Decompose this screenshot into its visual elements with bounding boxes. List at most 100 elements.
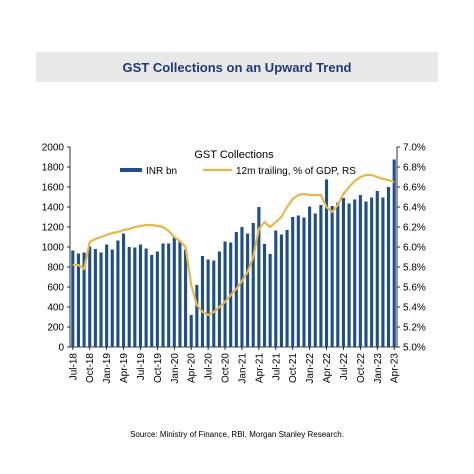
bar-Sep-18 [82, 252, 86, 347]
bar-Feb-23 [381, 197, 385, 347]
x-tick-label: Oct-21 [288, 353, 299, 383]
bar-Nov-22 [364, 201, 368, 347]
bar-May-22 [330, 206, 334, 347]
bar-Dec-19 [167, 243, 171, 347]
bar-Apr-19 [122, 233, 126, 347]
bar-Jul-18 [71, 250, 75, 347]
bar-Aug-21 [279, 234, 283, 347]
x-tick-label: Oct-22 [356, 353, 367, 383]
bar-Oct-20 [223, 241, 227, 347]
bar-Feb-20 [178, 241, 182, 347]
bar-Sep-21 [285, 230, 289, 347]
y-left-tick-label: 400 [47, 303, 64, 314]
bar-Feb-21 [246, 233, 250, 347]
bar-Jul-21 [274, 230, 278, 347]
bar-Aug-22 [347, 203, 351, 347]
trailing-gdp-line [72, 173, 395, 317]
bar-Jun-22 [336, 202, 340, 347]
x-tick-label: Jan-21 [237, 353, 248, 384]
bar-Jan-21 [240, 227, 244, 347]
bar-Sep-20 [217, 251, 221, 347]
legend-line-label: 12m trailing, % of GDP, RS [236, 166, 356, 177]
chart-title: GST Collections [194, 149, 274, 161]
bar-Mar-23 [386, 187, 391, 347]
bar-Mar-20 [184, 249, 188, 347]
bar-May-21 [262, 244, 267, 347]
bar-Sep-22 [353, 199, 357, 347]
y-right-tick-label: 6.0% [403, 243, 426, 254]
banner-title: GST Collections on an Upward Trend [122, 59, 352, 75]
y-right-tick-label: 6.4% [403, 203, 426, 214]
y-left-tick-label: 1400 [42, 203, 65, 214]
bar-Jul-22 [341, 198, 345, 347]
x-tick-label: Apr-22 [322, 353, 333, 383]
y-left-tick-label: 2000 [42, 143, 65, 154]
bar-Jun-21 [268, 254, 272, 347]
legend-bar-swatch [120, 168, 142, 172]
bar-Oct-19 [155, 251, 159, 347]
y-right-tick-label: 6.2% [403, 223, 426, 234]
bar-Jan-20 [172, 237, 176, 347]
x-tick-label: Jul-20 [204, 353, 215, 381]
bar-Feb-19 [110, 249, 114, 347]
bar-Aug-18 [76, 253, 81, 347]
chart-title-banner: GST Collections on an Upward Trend [36, 52, 438, 82]
x-tick-label: Apr-23 [390, 353, 401, 383]
bar-Nov-19 [161, 243, 165, 347]
x-tick-label: Jul-22 [339, 353, 350, 381]
y-left-tick-label: 200 [47, 323, 64, 334]
bar-Jan-22 [308, 206, 312, 347]
bar-Dec-22 [370, 197, 374, 347]
y-right-tick-label: 5.8% [403, 263, 426, 274]
bar-Oct-22 [358, 195, 362, 347]
bar-Mar-22 [319, 205, 323, 347]
y-left-tick-label: 1800 [42, 163, 65, 174]
x-tick-label: Jan-20 [170, 353, 181, 384]
y-left-tick-label: 600 [47, 283, 64, 294]
bar-Jul-20 [206, 259, 210, 347]
y-right-tick-label: 5.2% [403, 323, 426, 334]
y-left-tick-label: 800 [47, 263, 64, 274]
legend-bar-label: INR bn [146, 166, 177, 177]
bar-Mar-19 [116, 240, 120, 347]
bar-Jun-19 [133, 247, 137, 347]
x-tick-label: Jan-22 [305, 353, 316, 384]
bar-Nov-18 [93, 249, 97, 347]
bar-Dec-21 [302, 217, 306, 347]
bar-Jul-19 [138, 244, 143, 347]
bar-Feb-22 [313, 213, 317, 347]
x-tick-label: Jul-18 [68, 353, 79, 381]
x-tick-label: Jul-21 [271, 353, 282, 381]
bar-Apr-23 [392, 159, 396, 347]
y-right-tick-label: 6.6% [403, 183, 426, 194]
bar-Apr-21 [257, 207, 261, 347]
y-right-tick-label: 7.0% [403, 143, 426, 154]
bar-Oct-18 [88, 246, 92, 347]
bar-Sep-19 [150, 255, 154, 347]
bar-Apr-22 [324, 179, 329, 347]
x-tick-label: Oct-18 [85, 353, 96, 383]
y-right-tick-label: 6.8% [403, 163, 426, 174]
x-tick-label: Jan-23 [373, 353, 384, 384]
bar-Aug-20 [212, 260, 216, 347]
x-tick-label: Apr-21 [254, 353, 265, 383]
bar-Oct-21 [291, 217, 295, 347]
bar-Nov-21 [296, 215, 300, 347]
bar-Mar-21 [251, 223, 255, 347]
x-tick-label: Jan-19 [102, 353, 113, 384]
x-tick-label: Apr-19 [119, 353, 130, 383]
y-right-tick-label: 5.6% [403, 283, 426, 294]
y-left-tick-label: 1600 [42, 183, 65, 194]
bar-May-19 [127, 247, 131, 347]
bar-Jun-20 [200, 256, 205, 347]
bar-Aug-19 [144, 248, 148, 347]
x-tick-label: Oct-20 [221, 353, 232, 383]
source-note: Source: Ministry of Finance, RBI, Morgan… [130, 430, 344, 439]
y-left-tick-label: 1200 [42, 223, 65, 234]
bar-May-20 [195, 285, 199, 347]
bar-Apr-20 [189, 315, 193, 347]
y-right-tick-label: 5.0% [403, 343, 426, 354]
bar-Jan-19 [105, 244, 109, 347]
x-tick-label: Apr-20 [187, 353, 198, 383]
